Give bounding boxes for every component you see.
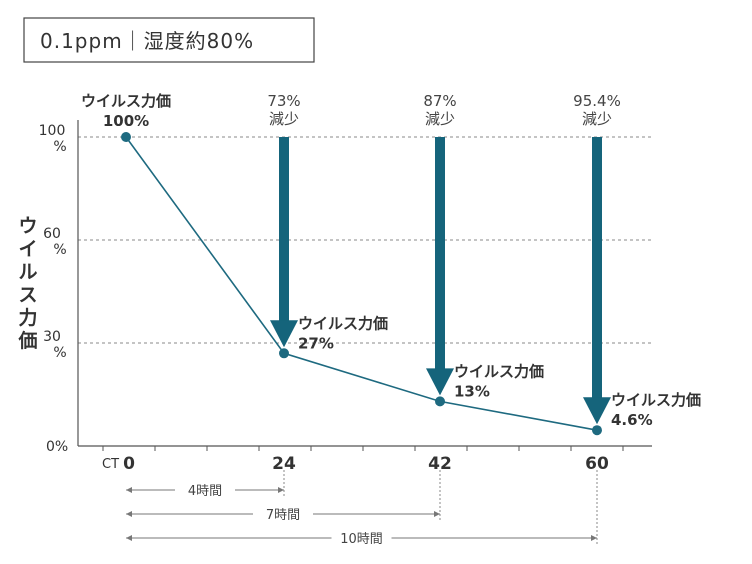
duration-arrowhead [126,511,132,517]
x-tick-label: 60 [585,454,609,474]
point-label-title: ウイルス力価 [298,314,388,332]
point-label-title: ウイルス力価 [454,362,544,380]
duration-arrowhead [434,511,440,517]
duration-label-bg [331,528,392,548]
y-axis-title: ウイルス力価 [17,215,37,352]
reduction-arrow-shaft [279,137,289,322]
duration-label: 4時間 [188,484,222,499]
y-tick-label: 60 [43,226,61,242]
data-point [121,132,131,142]
duration-arrowhead [126,487,132,493]
duration-arrowhead [126,535,132,541]
reduction-arrow-shaft [592,137,602,399]
y-tick-label: 100 [39,123,66,139]
point-label-value: 27% [298,334,334,352]
x-tick-label: 24 [272,454,296,474]
y-tick-label: 0% [46,439,68,455]
reduction-value: 95.4% [573,92,621,110]
reduction-label: 減少 [582,110,612,128]
data-point [279,348,289,359]
point-label-value: 4.6% [611,411,653,429]
y-tick-label: 30 [43,329,61,345]
y-tick-label-unit: % [53,242,66,258]
duration-label-bg [253,504,313,524]
reduction-label: 減少 [269,110,299,128]
point-label-title: ウイルス力価 [611,391,701,409]
reduction-arrow-head [583,397,611,425]
x-axis-prefix: CT [102,457,119,472]
x-tick-label: 42 [428,454,452,474]
y-tick-label-unit: % [53,345,66,361]
duration-arrowhead [278,487,284,493]
duration-label: 10時間 [340,532,383,547]
reduction-arrow-shaft [435,137,445,370]
data-point [592,425,602,436]
reduction-arrow-head [270,320,298,348]
data-point [435,396,445,407]
duration-label-bg [175,480,235,500]
duration-arrowhead [591,535,597,541]
point-label-title: ウイルス力価 [81,92,171,110]
reduction-value: 73% [267,92,300,110]
reduction-value: 87% [423,92,456,110]
point-label-value: 100% [103,112,149,130]
x-tick-label: 0 [123,454,135,474]
data-line [125,136,598,431]
point-label-value: 13% [454,382,490,400]
reduction-label: 減少 [425,110,455,128]
condition-label: 0.1ppm｜湿度約80% [40,29,254,53]
reduction-arrow-head [426,368,454,396]
y-tick-label-unit: % [53,139,66,155]
condition-box [23,17,315,63]
duration-label: 7時間 [266,508,300,523]
